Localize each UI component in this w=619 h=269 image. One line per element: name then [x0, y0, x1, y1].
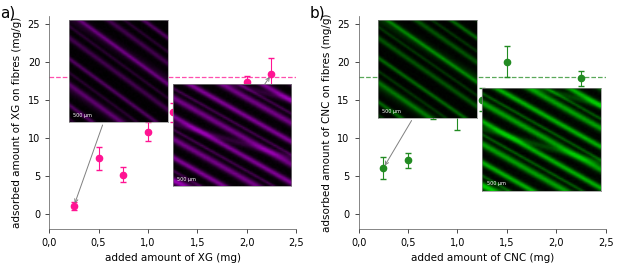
Y-axis label: adsorbed amount of CNC on fibres (mg/g): adsorbed amount of CNC on fibres (mg/g) — [322, 13, 332, 232]
X-axis label: added amount of CNC (mg): added amount of CNC (mg) — [410, 253, 554, 263]
Text: b): b) — [310, 5, 325, 20]
X-axis label: added amount of XG (mg): added amount of XG (mg) — [105, 253, 241, 263]
Y-axis label: adsorbed amount of XG on fibres (mg/g): adsorbed amount of XG on fibres (mg/g) — [12, 17, 22, 228]
Text: a): a) — [0, 5, 15, 20]
